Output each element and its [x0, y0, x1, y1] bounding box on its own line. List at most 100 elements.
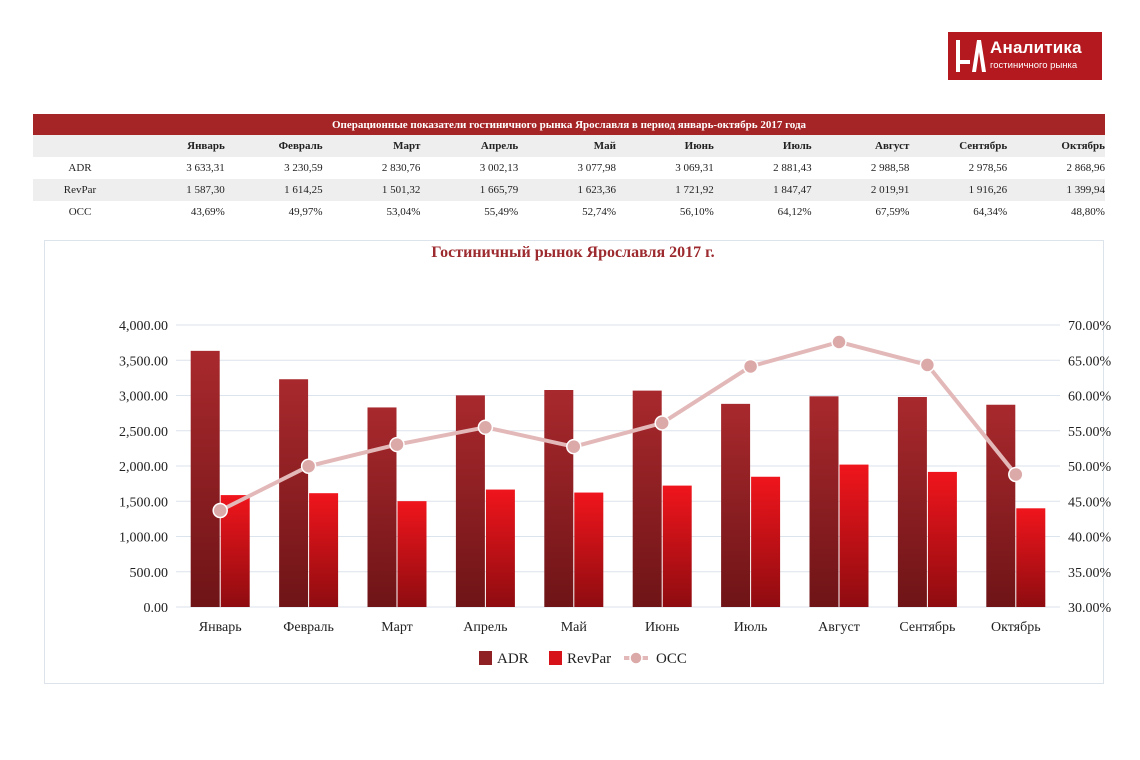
chart-title: Гостиничный рынок Ярославля 2017 г.	[431, 244, 715, 261]
x-tick-label: Октябрь	[991, 620, 1041, 635]
table-cell: 3 002,13	[479, 162, 519, 174]
x-tick-label: Август	[818, 620, 860, 635]
table-cell: 1 623,36	[577, 184, 616, 196]
x-tick-label: Июнь	[645, 620, 679, 635]
table-cell: 48,80%	[1071, 206, 1105, 218]
table-cell: 3 230,59	[284, 162, 323, 174]
bar-revpar	[662, 485, 692, 607]
table-cell: 2 868,96	[1066, 162, 1105, 174]
legend-label-occ: OCC	[656, 651, 687, 667]
table-cell: 1 501,32	[381, 184, 421, 196]
legend-label-revpar: RevPar	[567, 651, 611, 667]
legend-label-adr: ADR	[497, 651, 529, 667]
bar-revpar	[839, 464, 869, 607]
point-occ	[566, 438, 582, 455]
y-right-tick-label: 30.00%	[1068, 601, 1112, 616]
table-header-cell: Октябрь	[1061, 140, 1105, 152]
y-right-tick-label: 70.00%	[1068, 319, 1112, 334]
y-right-tick-label: 35.00%	[1068, 566, 1112, 581]
x-tick-label: Июль	[734, 620, 768, 635]
x-tick-label: Февраль	[283, 620, 334, 635]
bar-adr	[544, 390, 574, 607]
y-right-tick-label: 45.00%	[1068, 495, 1112, 510]
chart-frame	[44, 240, 1104, 684]
point-occ	[742, 358, 759, 375]
point-occ	[300, 458, 317, 474]
table-cell: 1 847,47	[773, 184, 812, 196]
bar-adr	[721, 403, 751, 607]
table-header-cell: Март	[393, 140, 421, 152]
table-row-revpar: RevPar 1 587,30 1 614,25 1 501,32 1 665,…	[33, 179, 1105, 201]
table-header-cell: Февраль	[278, 140, 323, 152]
y-right-tick-label: 60.00%	[1068, 390, 1112, 405]
bar-revpar	[927, 471, 957, 607]
y-left-tick-label: 3,000.00	[119, 390, 168, 405]
table-cell: 1 721,92	[675, 184, 714, 196]
y-left-tick-label: 1,000.00	[119, 531, 168, 546]
table-cell: 64,34%	[973, 206, 1008, 218]
bar-adr	[986, 404, 1016, 607]
table-cell: 2 019,91	[870, 184, 910, 196]
line-occ	[219, 339, 1018, 513]
bar-adr	[279, 379, 309, 607]
legend-swatch-revpar	[549, 651, 562, 665]
point-occ	[212, 502, 228, 519]
y-left-tick-label: 1,500.00	[119, 495, 168, 510]
logo-subtitle: гостиничного рынка	[990, 60, 1078, 71]
table-header-cell: Апрель	[480, 140, 519, 152]
bar-adr	[809, 396, 839, 607]
table-cell: 56,10%	[679, 206, 714, 218]
x-tick-label: Март	[381, 620, 413, 635]
point-occ	[1008, 466, 1024, 483]
y-right-tick-label: 40.00%	[1068, 531, 1112, 546]
table-cell: 52,74%	[582, 206, 616, 218]
x-tick-label: Май	[561, 620, 588, 635]
table-header-cell: Сентябрь	[959, 140, 1008, 152]
table-cell: 1 587,30	[186, 184, 225, 196]
y-left-tick-label: 500.00	[130, 566, 169, 581]
table-header-cell: Июнь	[684, 140, 714, 152]
table-cell: 1 399,94	[1066, 184, 1105, 196]
row-label: RevPar	[63, 184, 97, 196]
y-right-tick-label: 50.00%	[1068, 460, 1112, 475]
table-cell: 2 830,76	[381, 162, 421, 174]
indicators-table: Операционные показатели гостиничного рын…	[33, 114, 1105, 223]
legend-marker-occ	[629, 651, 643, 665]
brand-logo: Аналитика гостиничного рынка	[948, 32, 1102, 80]
bar-revpar	[485, 489, 515, 607]
table-cell: 64,12%	[777, 206, 812, 218]
point-occ	[654, 415, 670, 431]
row-label: ADR	[68, 162, 92, 174]
y-right-tick-label: 65.00%	[1068, 354, 1112, 369]
point-occ	[389, 436, 405, 453]
y-left-tick-label: 3,500.00	[119, 354, 168, 369]
logo-title: Аналитика	[990, 38, 1082, 57]
bar-revpar	[397, 501, 427, 607]
y-left-tick-label: 0.00	[144, 601, 169, 616]
table-cell: 2 881,43	[773, 162, 812, 174]
table-cell: 2 978,56	[968, 162, 1008, 174]
x-tick-label: Январь	[199, 620, 242, 635]
bar-revpar	[574, 492, 604, 607]
bar-revpar	[1016, 508, 1046, 607]
table-title: Операционные показатели гостиничного рын…	[33, 114, 1105, 135]
point-occ	[831, 334, 847, 350]
table-cell: 3 069,31	[675, 162, 714, 174]
table-header-cell: Июль	[782, 140, 812, 152]
table-header-cell: Январь	[187, 140, 225, 152]
y-left-tick-label: 2,000.00	[119, 460, 168, 475]
bar-adr	[190, 350, 220, 607]
bar-revpar	[751, 476, 781, 607]
table-header-cell: Май	[593, 140, 616, 152]
table-header-cell: Август	[875, 140, 910, 152]
table-cell: 3 633,31	[186, 162, 225, 174]
y-left-tick-label: 4,000.00	[119, 319, 168, 334]
y-right-tick-label: 55.00%	[1068, 425, 1112, 440]
table-cell: 53,04%	[386, 206, 421, 218]
table-cell: 55,49%	[484, 206, 519, 218]
table-cell: 67,59%	[875, 206, 910, 218]
table-cell: 1 614,25	[284, 184, 323, 196]
table-header-row: Январь Февраль Март Апрель Май Июнь Июль…	[33, 135, 1105, 157]
table-cell: 1 665,79	[479, 184, 519, 196]
table-row-occ: OCC 43,69% 49,97% 53,04% 55,49% 52,74% 5…	[33, 201, 1105, 223]
